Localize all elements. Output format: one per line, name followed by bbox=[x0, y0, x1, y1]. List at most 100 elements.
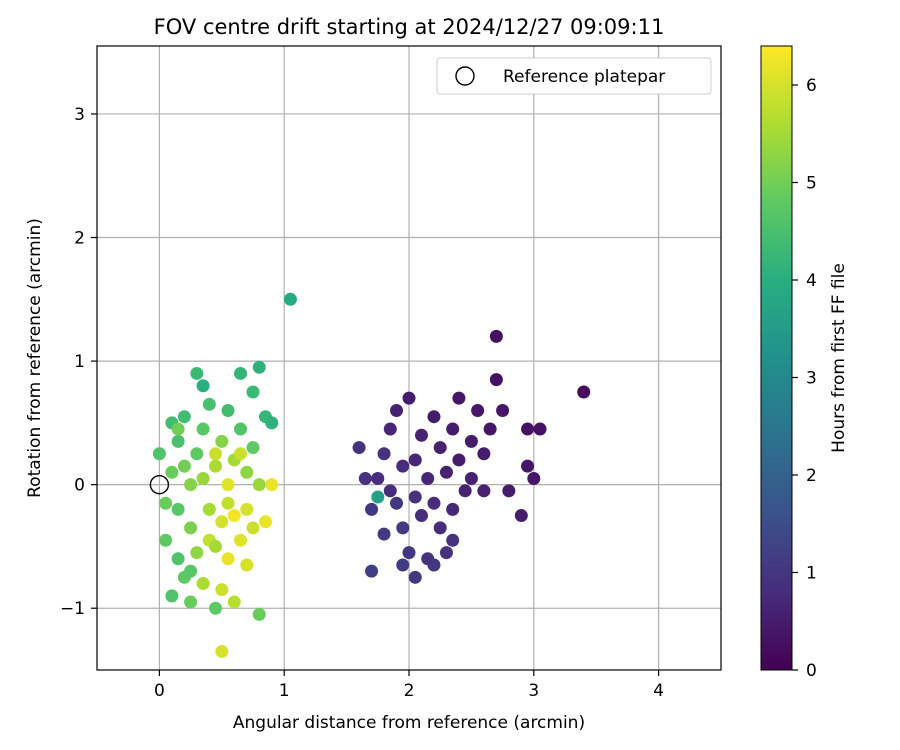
scatter-point bbox=[452, 391, 466, 405]
scatter-point bbox=[377, 527, 391, 541]
scatter-point bbox=[202, 397, 216, 411]
colorbar-ticks: 0 1 2 3 4 5 6 bbox=[792, 76, 817, 681]
scatter-point bbox=[427, 496, 441, 510]
scatter-point bbox=[159, 533, 173, 547]
scatter-point bbox=[196, 471, 210, 485]
scatter-point bbox=[246, 385, 260, 399]
colorbar-tick-label: 1 bbox=[806, 564, 817, 584]
scatter-point bbox=[446, 422, 460, 436]
scatter-point bbox=[165, 465, 179, 479]
scatter-point bbox=[371, 471, 385, 485]
scatter-point bbox=[177, 459, 191, 473]
scatter-point bbox=[390, 496, 404, 510]
scatter-point bbox=[196, 422, 210, 436]
scatter-point bbox=[171, 502, 185, 516]
y-tick-label: 1 bbox=[74, 352, 85, 372]
scatter-point bbox=[458, 484, 472, 498]
chart-title: FOV centre drift starting at 2024/12/27 … bbox=[154, 15, 665, 39]
scatter-point bbox=[446, 533, 460, 547]
scatter-point bbox=[396, 521, 410, 535]
scatter-point bbox=[184, 595, 198, 609]
scatter-point bbox=[402, 546, 416, 560]
colorbar-label: Hours from first FF file bbox=[829, 263, 849, 453]
scatter-point bbox=[408, 453, 422, 467]
scatter-point bbox=[209, 459, 223, 473]
scatter-point bbox=[252, 478, 266, 492]
scatter-point bbox=[215, 583, 229, 597]
scatter-point bbox=[421, 471, 435, 485]
colorbar-tick-label: 3 bbox=[806, 369, 817, 389]
scatter-point bbox=[209, 539, 223, 553]
scatter-point bbox=[240, 502, 254, 516]
colorbar-gradient bbox=[760, 45, 793, 671]
scatter-point bbox=[252, 607, 266, 621]
y-tick-label: 0 bbox=[74, 476, 85, 496]
scatter-point bbox=[234, 366, 248, 380]
y-tick-label: 2 bbox=[74, 229, 85, 249]
scatter-point bbox=[252, 360, 266, 374]
scatter-point bbox=[283, 292, 297, 306]
scatter-point bbox=[190, 546, 204, 560]
scatter-point bbox=[477, 447, 491, 461]
scatter-point bbox=[246, 441, 260, 455]
scatter-point bbox=[433, 441, 447, 455]
scatter-point bbox=[171, 552, 185, 566]
x-axis-ticks: 0 1 2 3 4 bbox=[154, 670, 664, 701]
scatter-point bbox=[533, 422, 547, 436]
reference-platepar-marker bbox=[149, 474, 170, 495]
colorbar-tick-label: 0 bbox=[806, 661, 817, 681]
scatter-point bbox=[190, 447, 204, 461]
scatter-point bbox=[377, 447, 391, 461]
scatter-point bbox=[221, 404, 235, 418]
scatter-point bbox=[215, 434, 229, 448]
legend: Reference platepar bbox=[436, 57, 712, 95]
scatter-point bbox=[496, 404, 510, 418]
scatter-point bbox=[196, 379, 210, 393]
scatter-point bbox=[190, 366, 204, 380]
legend-label: Reference platepar bbox=[503, 67, 665, 87]
scatter-point bbox=[577, 385, 591, 399]
scatter-point bbox=[396, 558, 410, 572]
scatter-point bbox=[471, 404, 485, 418]
scatter-point bbox=[246, 521, 260, 535]
scatter-point bbox=[234, 533, 248, 547]
scatter-point bbox=[477, 484, 491, 498]
scatter-point bbox=[365, 502, 379, 516]
scatter-point bbox=[365, 564, 379, 578]
scatter-point bbox=[215, 644, 229, 658]
scatter-point bbox=[502, 484, 516, 498]
scatter-point bbox=[234, 422, 248, 436]
scatter-point bbox=[427, 558, 441, 572]
scatter-point bbox=[171, 434, 185, 448]
scatter-point bbox=[152, 447, 166, 461]
colorbar-tick-label: 4 bbox=[806, 271, 817, 291]
legend-marker bbox=[455, 66, 475, 86]
scatter-point bbox=[489, 329, 503, 343]
scatter-point bbox=[371, 490, 385, 504]
scatter-point bbox=[383, 422, 397, 436]
scatter-point bbox=[221, 552, 235, 566]
scatter-point bbox=[433, 521, 447, 535]
scatter-point bbox=[527, 471, 541, 485]
scatter-point bbox=[521, 422, 535, 436]
scatter-point bbox=[215, 515, 229, 529]
scatter-point bbox=[221, 478, 235, 492]
scatter-point bbox=[483, 422, 497, 436]
x-tick-label: 0 bbox=[154, 681, 165, 701]
scatter-point bbox=[171, 422, 185, 436]
scatter-point bbox=[159, 496, 173, 510]
colorbar-tick-label: 2 bbox=[806, 466, 817, 486]
scatter-point bbox=[439, 465, 453, 479]
scatter-point bbox=[240, 465, 254, 479]
colorbar-tick-label: 5 bbox=[806, 174, 817, 194]
scatter-point bbox=[402, 391, 416, 405]
scatter-point bbox=[439, 546, 453, 560]
scatter-point bbox=[383, 484, 397, 498]
scatter-point bbox=[265, 416, 279, 430]
scatter-point bbox=[196, 577, 210, 591]
scatter-point bbox=[240, 558, 254, 572]
scatter-point bbox=[396, 459, 410, 473]
scatter-point bbox=[227, 509, 241, 523]
reference-marker bbox=[149, 474, 170, 495]
